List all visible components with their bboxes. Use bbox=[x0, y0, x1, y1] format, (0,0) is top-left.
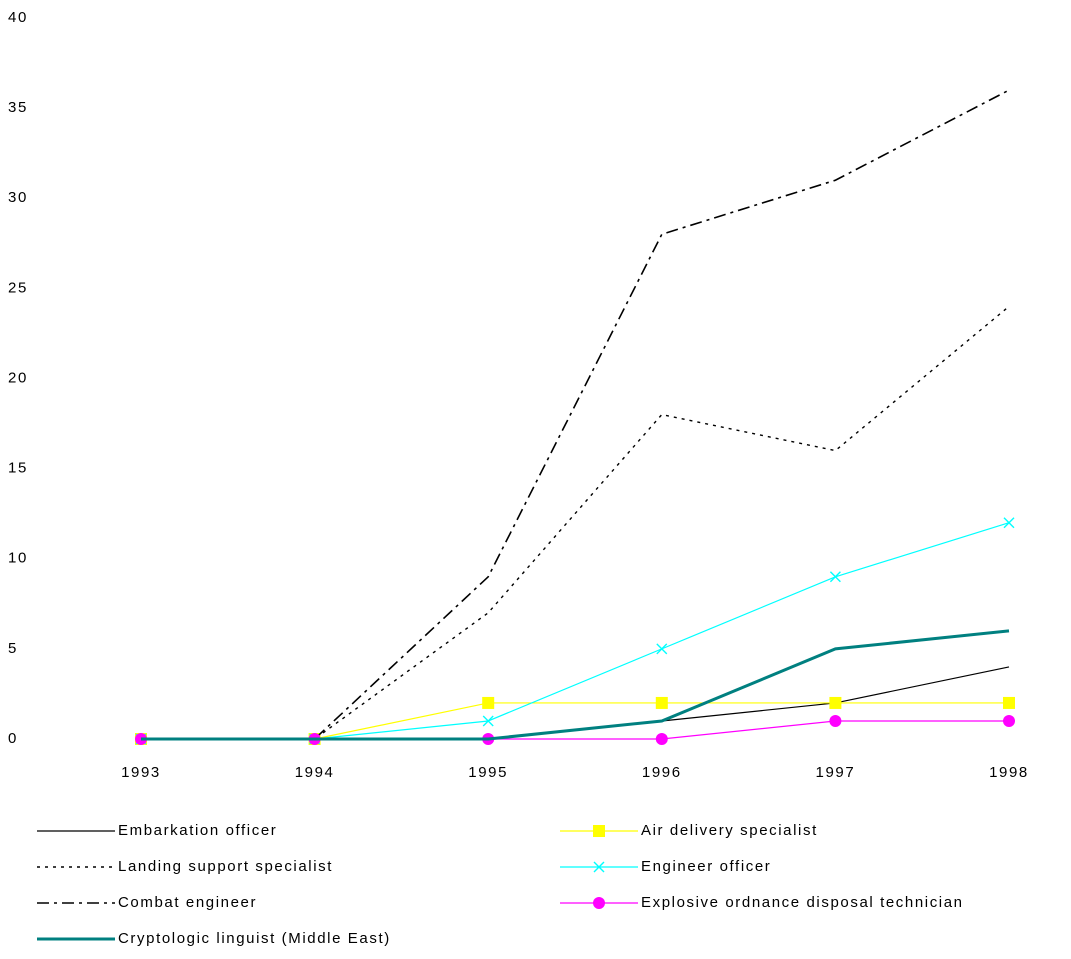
marker bbox=[829, 696, 842, 709]
marker bbox=[482, 715, 494, 727]
y-tick-label: 10 bbox=[8, 550, 28, 567]
marker bbox=[1003, 696, 1015, 709]
legend-marker bbox=[593, 861, 605, 873]
y-tick-label: 5 bbox=[8, 640, 18, 657]
marker bbox=[829, 714, 842, 727]
legend-marker bbox=[593, 825, 605, 837]
marker-stroke bbox=[1003, 517, 1015, 529]
y-tick-label: 35 bbox=[8, 99, 28, 116]
x-tick-label: 1998 bbox=[989, 764, 1029, 781]
legend-label: Embarkation officer bbox=[118, 822, 277, 839]
marker bbox=[1003, 714, 1015, 727]
marker-stroke bbox=[593, 861, 605, 873]
legend-label: Combat engineer bbox=[118, 894, 257, 911]
marker bbox=[482, 696, 495, 709]
legend-label: Engineer officer bbox=[641, 858, 771, 875]
marker bbox=[655, 696, 668, 709]
series-line bbox=[141, 305, 1010, 740]
series-line bbox=[141, 89, 1010, 740]
y-tick-label: 15 bbox=[8, 460, 28, 477]
y-tick-label: 25 bbox=[8, 279, 28, 296]
marker bbox=[829, 571, 841, 583]
marker-stroke bbox=[656, 643, 668, 655]
marker-stroke bbox=[829, 571, 841, 583]
legend-label: Explosive ordnance disposal technician bbox=[641, 894, 964, 911]
y-tick-label: 30 bbox=[8, 189, 28, 206]
y-tick-label: 0 bbox=[8, 730, 18, 747]
legend-marker bbox=[593, 897, 605, 909]
legend-label: Landing support specialist bbox=[118, 858, 333, 875]
series-line bbox=[141, 522, 1010, 740]
x-tick-label: 1996 bbox=[642, 764, 682, 781]
marker bbox=[655, 733, 668, 745]
x-tick-label: 1995 bbox=[468, 764, 508, 781]
legend-label: Cryptologic linguist (Middle East) bbox=[118, 930, 391, 947]
marker bbox=[1003, 517, 1015, 529]
x-tick-label: 1993 bbox=[121, 764, 161, 781]
x-tick-label: 1994 bbox=[295, 764, 335, 781]
marker-stroke bbox=[482, 715, 494, 727]
marker bbox=[656, 643, 668, 655]
series-line bbox=[141, 629, 1010, 741]
legend-label: Air delivery specialist bbox=[641, 822, 818, 839]
x-tick-label: 1997 bbox=[816, 764, 856, 781]
y-tick-label: 40 bbox=[8, 9, 28, 26]
y-tick-label: 20 bbox=[8, 369, 28, 386]
